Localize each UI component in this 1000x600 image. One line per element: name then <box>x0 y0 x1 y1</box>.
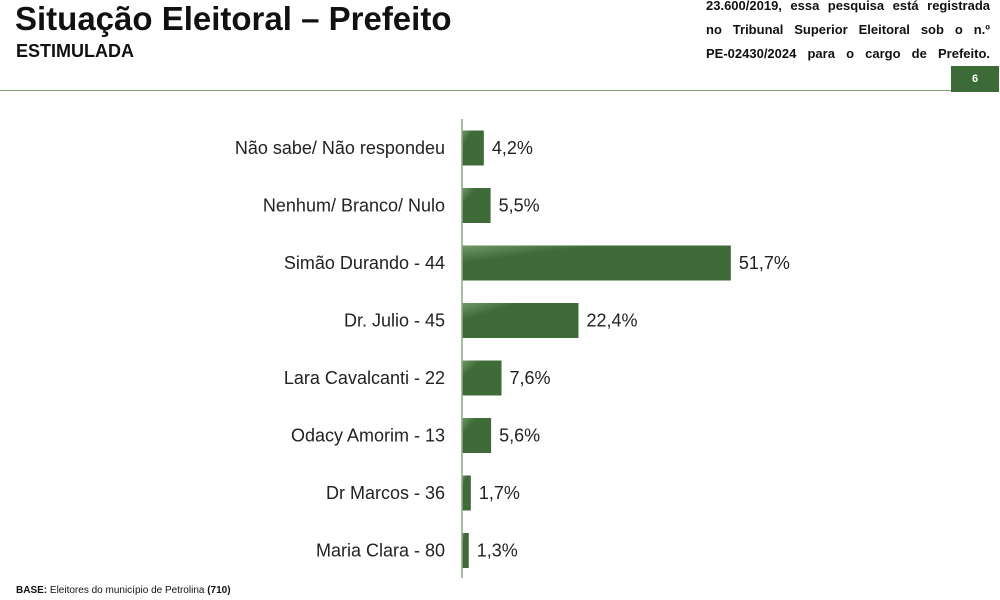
registration-note: 23.600/2019, essa pesquisa está registra… <box>706 0 990 66</box>
page-number-badge: 6 <box>951 66 999 92</box>
value-label: 4,2% <box>492 138 533 158</box>
category-label: Simão Durando - 44 <box>284 253 445 273</box>
bar <box>462 360 502 396</box>
base-label: BASE: <box>16 585 48 596</box>
chart-bars: Não sabe/ Não respondeu 4,2% Nenhum/ Branc… <box>235 130 790 568</box>
bar <box>462 533 469 568</box>
value-label: 1,7% <box>479 483 520 503</box>
category-label: Odacy Amorim - 13 <box>291 426 445 446</box>
value-label: 7,6% <box>510 368 551 388</box>
category-label: Maria Clara - 80 <box>316 541 445 561</box>
value-label: 1,3% <box>477 541 518 561</box>
base-count: (710) <box>207 585 231 596</box>
category-label: Dr Marcos - 36 <box>326 483 445 503</box>
category-label: Não sabe/ Não respondeu <box>235 138 445 158</box>
header-divider <box>0 90 951 91</box>
bar <box>462 418 492 453</box>
base-text: Eleitores do município de Petrolina <box>49 585 205 596</box>
value-label: 5,5% <box>499 196 540 216</box>
category-label: Nenhum/ Branco/ Nulo <box>263 196 445 216</box>
bar <box>462 303 579 338</box>
bar <box>462 188 491 223</box>
bar <box>462 475 471 511</box>
value-label: 5,6% <box>499 426 540 446</box>
registration-line: PE-02430/2024 para o cargo de Prefeito. <box>706 46 990 61</box>
bar <box>462 130 484 166</box>
page-title: Situação Eleitoral – Prefeito <box>15 0 452 37</box>
base-note: BASE: Eleitores do município de Petrolin… <box>16 585 231 597</box>
value-label: 51,7% <box>739 253 790 273</box>
registration-line: no Tribunal Superior Eleitoral sob o n.º <box>706 22 990 37</box>
value-label: 22,4% <box>586 311 637 331</box>
registration-line: 23.600/2019, essa pesquisa está registra… <box>706 0 990 13</box>
category-label: Lara Cavalcanti - 22 <box>284 368 445 388</box>
bar <box>462 245 731 281</box>
category-label: Dr. Julio - 45 <box>344 311 445 331</box>
page-subtitle: ESTIMULADA <box>16 41 134 61</box>
